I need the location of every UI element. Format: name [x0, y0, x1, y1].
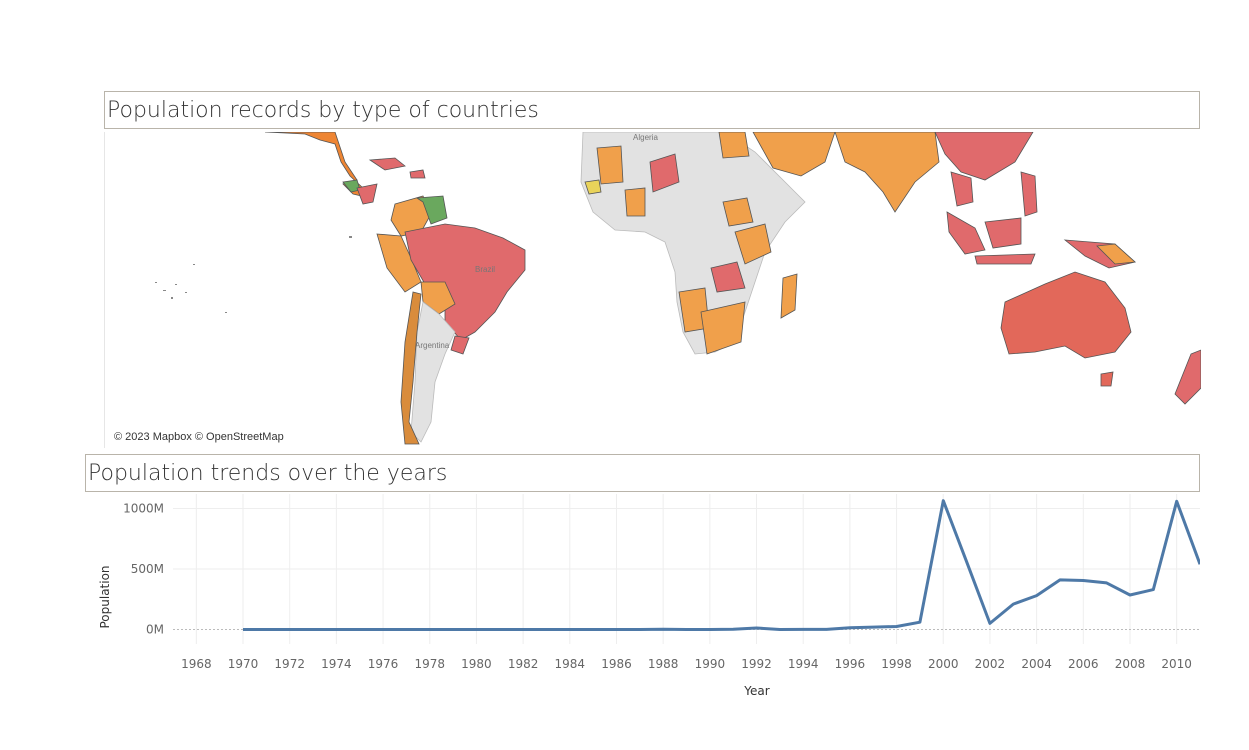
map-panel-title: Population records by type of countries — [104, 91, 1200, 129]
map-country-cuba[interactable] — [368, 157, 406, 171]
map-label-argentina: Argentina — [415, 341, 450, 350]
map-country-bolivia[interactable] — [420, 281, 456, 315]
x-tick-label: 1994 — [788, 657, 819, 671]
y-tick-label: 500M — [131, 562, 164, 576]
x-tick-label: 2010 — [1161, 657, 1192, 671]
x-tick-label: 2002 — [975, 657, 1006, 671]
map-country-java[interactable] — [974, 253, 1036, 265]
x-tick-label: 1998 — [881, 657, 912, 671]
map-country-zambia[interactable] — [710, 261, 746, 293]
x-tick-label: 1970 — [228, 657, 259, 671]
x-axis: 1968 1970 1972 1974 1976 1978 1980 1982 1984 1986… — [181, 657, 1192, 671]
map-africa-base — [580, 132, 806, 355]
chart-grid — [173, 494, 1200, 644]
map-country-senegal[interactable] — [584, 179, 602, 195]
map-country-central-america-red[interactable] — [356, 183, 378, 205]
map-country-borneo[interactable] — [984, 217, 1022, 249]
x-axis-title: Year — [743, 684, 769, 698]
map-credit: © 2023 Mapbox © OpenStreetMap — [111, 430, 287, 444]
x-tick-label: 1992 — [741, 657, 772, 671]
x-tick-label: 2008 — [1115, 657, 1146, 671]
map-country-uruguay[interactable] — [450, 335, 470, 355]
map-country-niger[interactable] — [649, 153, 680, 193]
map-country-west-africa[interactable] — [624, 187, 646, 217]
map-country-australia[interactable] — [1000, 271, 1132, 359]
map-country-tasmania[interactable] — [1100, 371, 1114, 387]
y-tick-label: 1000M — [123, 502, 164, 516]
choropleth-map[interactable]: Brazil Argentina Algeria — [104, 132, 1201, 448]
x-tick-label: 1984 — [555, 657, 586, 671]
population-series-line[interactable] — [243, 499, 1200, 631]
population-line-chart[interactable]: 0M 500M 1000M 1968 1970 1972 1974 1976 1978 1980… — [0, 494, 1249, 750]
map-country-kenya-tanzania[interactable] — [734, 223, 772, 265]
x-tick-label: 1976 — [368, 657, 399, 671]
map-country-chile[interactable] — [400, 291, 422, 445]
x-tick-label: 1972 — [274, 657, 305, 671]
map-islands-pacific — [155, 236, 352, 313]
x-tick-label: 2004 — [1021, 657, 1052, 671]
map-country-egypt[interactable] — [718, 132, 750, 159]
x-tick-label: 1986 — [601, 657, 632, 671]
map-country-philippines[interactable] — [1020, 171, 1038, 217]
x-tick-label: 1968 — [181, 657, 212, 671]
x-tick-label: 1988 — [648, 657, 679, 671]
x-tick-label: 1982 — [508, 657, 539, 671]
line-panel-title: Population trends over the years — [85, 454, 1200, 492]
map-country-india[interactable] — [834, 132, 940, 213]
x-tick-label: 1996 — [835, 657, 866, 671]
map-country-southeast-asia[interactable] — [950, 171, 974, 207]
map-country-papua-new-guinea[interactable] — [1096, 243, 1136, 265]
chart-series[interactable] — [243, 499, 1200, 631]
x-tick-label: 2006 — [1068, 657, 1099, 671]
map-country-madagascar[interactable] — [780, 273, 798, 319]
x-tick-label: 1978 — [414, 657, 445, 671]
map-country-china[interactable] — [934, 132, 1034, 181]
map-country-saudi-arabia[interactable] — [752, 132, 836, 177]
map-country-south-africa[interactable] — [700, 301, 746, 355]
x-tick-label: 1980 — [461, 657, 492, 671]
map-label-algeria: Algeria — [633, 133, 658, 142]
map-country-mali[interactable] — [596, 145, 624, 185]
x-tick-label: 2000 — [928, 657, 959, 671]
y-axis-title: Population — [98, 565, 112, 628]
map-country-sumatra[interactable] — [946, 211, 986, 255]
map-country-hispaniola[interactable] — [409, 169, 426, 179]
x-tick-label: 1990 — [695, 657, 726, 671]
line-chart-canvas[interactable]: 0M 500M 1000M 1968 1970 1972 1974 1976 1978 1980… — [0, 494, 1249, 750]
y-tick-label: 0M — [146, 622, 164, 636]
y-axis: 0M 500M 1000M — [123, 502, 164, 637]
map-country-new-zealand[interactable] — [1174, 349, 1201, 405]
map-country-ethiopia[interactable] — [722, 197, 754, 227]
map-country-venezuela[interactable] — [415, 195, 448, 225]
map-canvas[interactable]: Brazil Argentina Algeria — [105, 132, 1201, 448]
x-tick-label: 1974 — [321, 657, 352, 671]
map-label-brazil: Brazil — [475, 265, 495, 274]
map-country-argentina[interactable] — [410, 301, 456, 443]
